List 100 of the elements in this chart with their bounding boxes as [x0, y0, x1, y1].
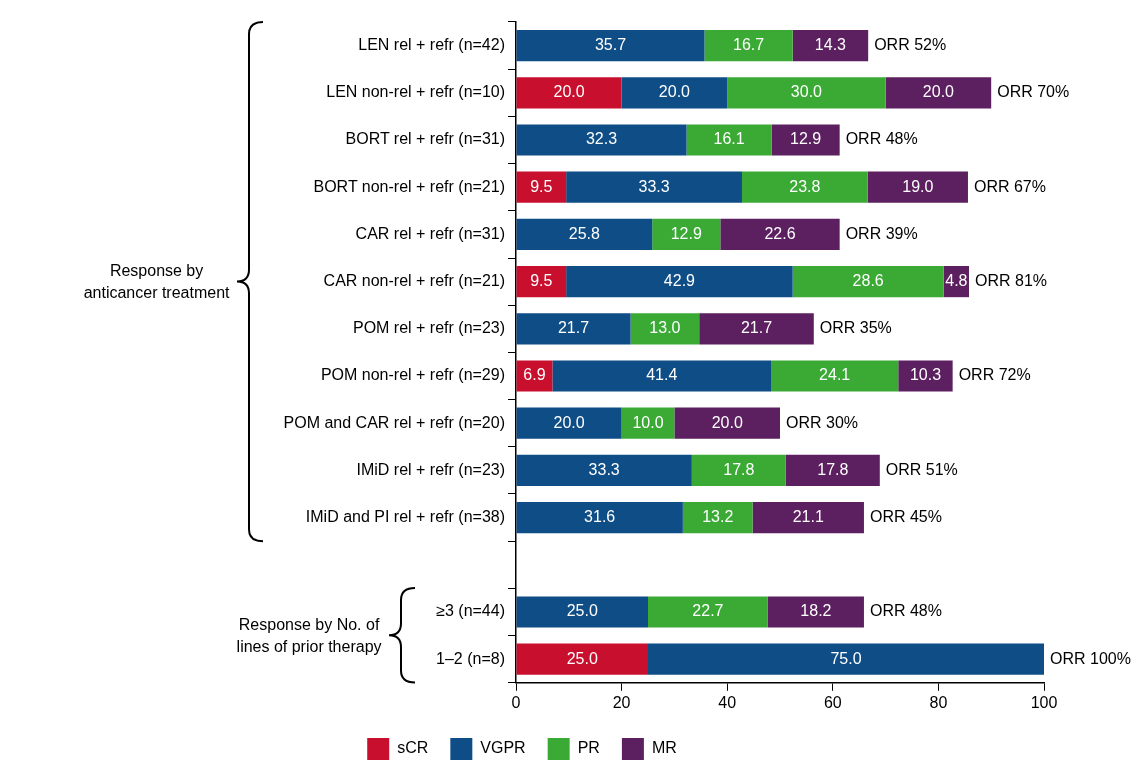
y-tick-label: BORT non-rel + refr (n=21)	[313, 177, 505, 195]
text: Response by No. of lines of prior therapy	[235, 614, 383, 657]
legend-label: PR	[577, 739, 600, 757]
y-tick-label: IMiD and PI rel + refr (n=38)	[305, 508, 505, 526]
data-label: 20.0	[922, 83, 955, 101]
bar	[785, 454, 880, 486]
bar	[648, 596, 768, 628]
data-label: 24.1	[819, 366, 851, 384]
bar	[552, 360, 772, 392]
y-tick-label: LEN non-rel + refr (n=10)	[326, 83, 505, 101]
data-label: 16.1	[713, 130, 745, 148]
total-label: ORR 72%	[958, 366, 1031, 384]
data-label: 4.8	[945, 272, 968, 290]
data-label: 31.6	[584, 508, 616, 526]
y-tick-label: POM rel + refr (n=23)	[352, 319, 505, 337]
x-tick-label: 80	[929, 693, 948, 711]
data-label: 22.7	[692, 602, 724, 620]
bar	[621, 77, 728, 109]
total-label: ORR 67%	[973, 177, 1046, 195]
y-tick-label: CAR rel + refr (n=31)	[355, 224, 505, 242]
legend-label: VGPR	[480, 739, 526, 757]
x-tick-label: 60	[823, 693, 842, 711]
data-label: 17.8	[817, 460, 849, 478]
x-tick-label: 20	[612, 693, 631, 711]
data-label: 25.0	[566, 649, 598, 667]
data-label: 13.0	[649, 319, 681, 337]
bar	[727, 77, 886, 109]
data-label: 17.8	[723, 460, 755, 478]
data-label: 14.3	[814, 36, 847, 54]
data-label: 75.0	[830, 649, 862, 667]
data-label: 13.2	[702, 508, 734, 526]
data-label: 20.0	[658, 83, 691, 101]
bar	[767, 596, 864, 628]
bar	[720, 218, 840, 250]
data-label: 41.4	[646, 366, 678, 384]
total-label: ORR 48%	[845, 130, 918, 148]
y-tick-label: LEN rel + refr (n=42)	[358, 36, 505, 54]
y-tick-label: IMiD rel + refr (n=23)	[356, 460, 505, 478]
y-tick-label: POM and CAR rel + refr (n=20)	[283, 413, 505, 431]
data-label: 9.5	[530, 177, 553, 195]
bar	[741, 171, 868, 203]
total-label: ORR 39%	[845, 224, 918, 242]
bar	[674, 407, 780, 439]
text: Response by anticancer treatment	[82, 260, 231, 303]
total-label: ORR 48%	[869, 602, 942, 620]
total-label: ORR 70%	[997, 83, 1070, 101]
total-label: ORR 30%	[786, 413, 859, 431]
total-label: ORR 45%	[869, 508, 942, 526]
y-tick-label: CAR non-rel + refr (n=21)	[323, 272, 505, 290]
bar	[771, 124, 840, 156]
total-label: ORR 52%	[874, 36, 947, 54]
data-label: 9.5	[530, 272, 553, 290]
bar	[516, 30, 705, 62]
total-label: ORR 35%	[819, 319, 892, 337]
bar	[682, 502, 753, 534]
y-tick-label: ≥3 (n=44)	[436, 602, 505, 620]
data-label: 33.3	[588, 460, 620, 478]
bar	[867, 171, 968, 203]
bar	[704, 30, 793, 62]
data-label: 10.3	[909, 366, 942, 384]
bar	[898, 360, 953, 392]
data-label: 10.0	[632, 413, 664, 431]
bar	[516, 407, 622, 439]
data-label: 22.6	[764, 224, 796, 242]
legend-label: MR	[651, 739, 677, 757]
data-label: 20.0	[553, 83, 585, 101]
bar	[691, 454, 786, 486]
data-label: 21.7	[740, 319, 773, 337]
data-label: 20.0	[711, 413, 743, 431]
data-label: 21.1	[792, 508, 824, 526]
data-label: 20.0	[553, 413, 585, 431]
data-label: 42.9	[663, 272, 696, 290]
x-tick-label: 0	[511, 693, 521, 711]
data-label: 35.7	[594, 36, 627, 54]
bar	[792, 30, 869, 62]
legend-label: sCR	[397, 739, 429, 757]
data-label: 18.2	[800, 602, 832, 620]
bar	[630, 313, 700, 345]
bar	[516, 643, 648, 675]
data-label: 33.3	[638, 177, 670, 195]
total-label: ORR 51%	[885, 460, 958, 478]
data-label: 21.7	[557, 319, 590, 337]
x-tick-label: 100	[1030, 693, 1058, 711]
bar	[516, 266, 567, 298]
bar	[648, 643, 1044, 675]
bar	[516, 77, 622, 109]
total-label: ORR 100%	[1050, 649, 1131, 667]
bar	[566, 266, 793, 298]
bar	[516, 218, 653, 250]
bar	[566, 171, 742, 203]
y-tick-label: POM non-rel + refr (n=29)	[320, 366, 505, 384]
y-tick-label: 1–2 (n=8)	[436, 649, 505, 667]
data-label: 25.0	[566, 602, 598, 620]
data-label: 32.3	[585, 130, 618, 148]
x-tick-label: 40	[718, 693, 737, 711]
bar	[516, 454, 692, 486]
bar	[516, 124, 687, 156]
data-label: 12.9	[790, 130, 822, 148]
bar	[885, 77, 992, 109]
data-label: 6.9	[523, 366, 546, 384]
